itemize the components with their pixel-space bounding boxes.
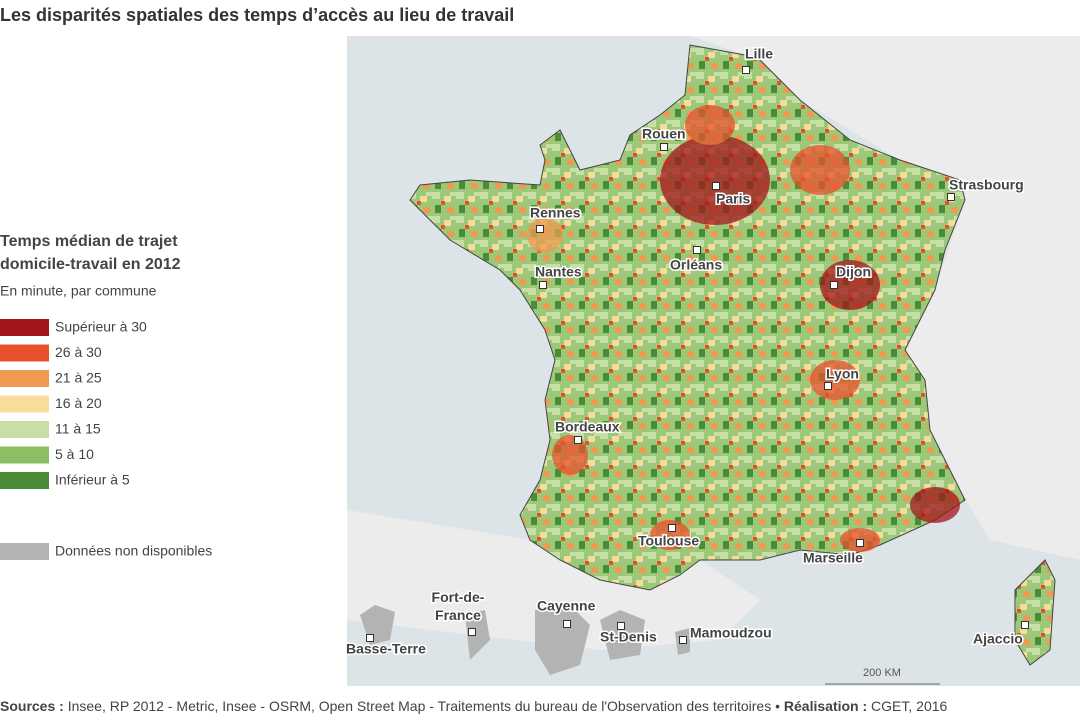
city-label: Bordeaux	[555, 419, 620, 435]
city-marker	[536, 225, 544, 233]
legend: Supérieur à 30 26 à 30 21 à 25 16 à 20 11 à …	[0, 319, 212, 560]
city-marker	[679, 636, 687, 644]
legend-swatch	[0, 344, 49, 362]
neighbour-land	[347, 510, 760, 650]
city-marker	[563, 620, 571, 628]
city-marker	[617, 622, 625, 630]
city-marker	[660, 143, 668, 151]
territory-label: Cayenne	[537, 598, 596, 614]
city-marker	[712, 182, 720, 190]
neighbour-land	[690, 36, 1080, 500]
city-label: Strasbourg	[949, 177, 1024, 193]
city-marker	[824, 382, 832, 390]
legend-swatch	[0, 421, 49, 438]
city-marker	[947, 193, 955, 201]
city-marker	[830, 281, 838, 289]
city-marker	[693, 246, 701, 254]
city-label: Nantes	[535, 264, 582, 280]
legend-swatch	[0, 446, 49, 464]
city-label: Dijon	[836, 264, 871, 280]
title: Les disparités spatiales des temps d’acc…	[0, 5, 514, 25]
legend-swatch	[0, 319, 49, 336]
legend-swatch	[0, 543, 49, 560]
city-marker	[366, 634, 374, 642]
legend-subtitle: En minute, par commune	[0, 283, 157, 299]
city-marker	[742, 66, 750, 74]
city-marker	[668, 524, 676, 532]
place-labels: Lille Rouen Paris Strasbourg Rennes Orléans Na…	[345, 44, 1029, 658]
territory-label: Basse-Terre	[346, 641, 426, 657]
legend-label: Inférieur à 5	[55, 472, 130, 488]
realisation-text: CGET, 2016	[871, 698, 947, 714]
legend-swatch	[0, 472, 49, 489]
city-marker	[574, 436, 582, 444]
city-label: Lille	[745, 46, 773, 62]
legend-label: Données non disponibles	[55, 543, 212, 559]
corsica	[1014, 559, 1056, 666]
sources-text: Insee, RP 2012 - Metric, Insee - OSRM, O…	[68, 698, 772, 714]
city-label: Toulouse	[638, 533, 699, 549]
city-label: Marseille	[803, 550, 863, 566]
separator: •	[775, 698, 780, 714]
realisation-label: Réalisation :	[784, 698, 867, 714]
scale-label: 200 KM	[863, 667, 901, 679]
legend-label: 16 à 20	[55, 395, 102, 411]
legend-label: 26 à 30	[55, 344, 102, 360]
footer: Sources : Insee, RP 2012 - Metric, Insee…	[0, 698, 948, 714]
territory-label-line: Fort-de-	[432, 589, 485, 605]
city-marker	[1021, 621, 1029, 629]
city-label: Orléans	[670, 257, 722, 273]
city-marker	[468, 628, 476, 636]
neighbour-land	[960, 470, 1080, 560]
city-marker	[539, 281, 547, 289]
city-label: Rennes	[530, 205, 581, 221]
legend-label: 11 à 15	[55, 421, 101, 437]
city-label: Paris	[716, 191, 750, 207]
overseas-territories	[360, 605, 690, 675]
legend-swatch	[0, 395, 49, 413]
legend-label: 21 à 25	[55, 370, 102, 386]
legend-title: Temps médian de trajet	[0, 233, 178, 250]
territory-label-line: France	[435, 607, 481, 623]
territory-label: St-Denis	[600, 629, 657, 645]
city-label: Ajaccio	[973, 631, 1023, 647]
city-marker	[856, 539, 864, 547]
legend-label: 5 à 10	[55, 446, 94, 462]
legend-swatch	[0, 370, 49, 387]
city-label: Rouen	[642, 126, 686, 142]
legend-label: Supérieur à 30	[55, 319, 147, 335]
territory-label: Fort-de- France	[432, 589, 485, 623]
territory-label: Mamoudzou	[690, 625, 772, 641]
city-label: Lyon	[826, 366, 859, 382]
legend-title: domicile-travail en 2012	[0, 256, 181, 273]
sources-label: Sources :	[0, 698, 64, 714]
